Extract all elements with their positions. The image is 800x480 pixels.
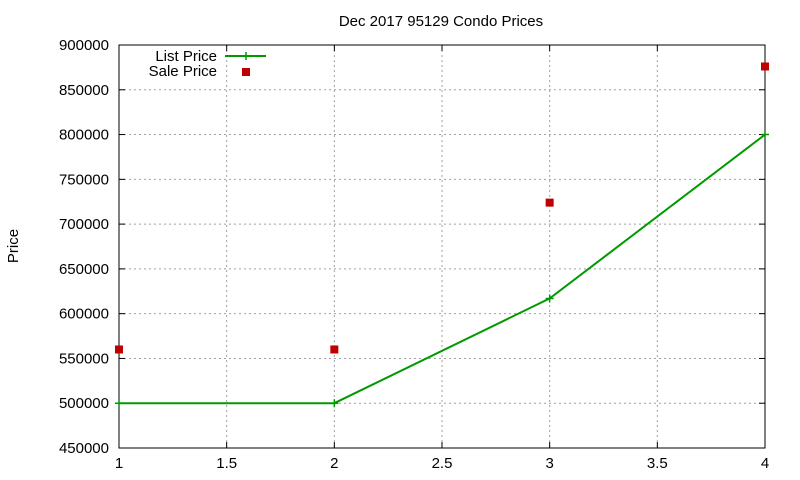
data-point-sale-price: [330, 345, 339, 354]
x-tick-label: 4: [761, 455, 769, 472]
grid: [119, 45, 765, 448]
x-tick-label: 3.5: [647, 455, 668, 472]
y-tick-label: 800000: [59, 127, 109, 144]
x-tick-label: 2: [330, 455, 338, 472]
y-tick-label: 600000: [59, 306, 109, 323]
x-tick-label: 1: [115, 455, 123, 472]
y-tick-label: 850000: [59, 82, 109, 99]
data-point-list-price: [115, 399, 123, 408]
x-tick-label: 1.5: [216, 455, 237, 472]
data-point-list-price: [761, 130, 769, 139]
data-point-sale-price: [115, 345, 123, 354]
series: [115, 62, 769, 408]
legend-label-sale-price: Sale Price: [149, 63, 217, 80]
y-tick-label: 650000: [59, 261, 109, 278]
y-tick-label: 450000: [59, 440, 109, 457]
legend-label-list-price: List Price: [155, 48, 217, 65]
y-tick-label: 500000: [59, 395, 109, 412]
y-tick-label: 900000: [59, 37, 109, 54]
y-axis-label: Price: [5, 229, 22, 263]
x-tick-label: 2.5: [432, 455, 453, 472]
data-point-sale-price: [545, 198, 554, 207]
legend: List Price Sale Price: [149, 48, 266, 80]
legend-marker-sale-price: [242, 68, 250, 76]
y-tick-label: 550000: [59, 350, 109, 367]
axis-ticks: 1 1.5 2 2.5 3 3.5 4 450000 500000 550000 600000 650…: [59, 37, 769, 472]
data-point-list-price: [330, 399, 339, 408]
chart-title: Dec 2017 95129 Condo Prices: [339, 13, 543, 30]
data-point-sale-price: [761, 62, 769, 71]
x-tick-label: 3: [545, 455, 553, 472]
data-point-list-price: [545, 294, 554, 303]
y-tick-label: 750000: [59, 171, 109, 188]
legend-marker-list-price: [242, 52, 250, 60]
series-line-list-price: [119, 133, 766, 405]
y-tick-label: 700000: [59, 216, 109, 233]
